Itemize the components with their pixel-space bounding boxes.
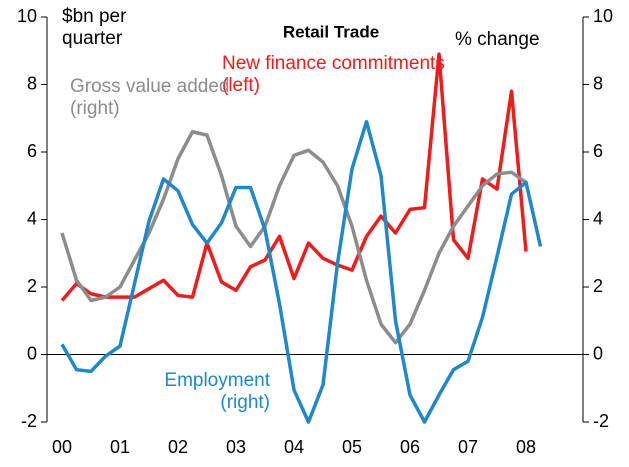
legend-label: New finance commitments (left) [222, 53, 445, 96]
y2-tick-label: 10 [593, 6, 613, 26]
y-tick-label: 10 [17, 6, 37, 26]
y2-axis-label: % change [455, 29, 540, 50]
x-tick-label: 00 [52, 437, 72, 457]
y2-tick-label: -2 [593, 411, 609, 431]
x-tick-label: 06 [400, 437, 420, 457]
y2-tick-label: 2 [593, 276, 603, 296]
x-tick-label: 04 [284, 437, 304, 457]
y2-tick-label: 8 [593, 73, 603, 93]
x-tick-label: 08 [516, 437, 536, 457]
y-tick-label: -2 [21, 411, 37, 431]
y-tick-label: 4 [27, 208, 37, 228]
x-tick-label: 07 [458, 437, 478, 457]
y2-tick-label: 6 [593, 141, 603, 161]
x-tick-label: 05 [342, 437, 362, 457]
y-tick-label: 8 [27, 73, 37, 93]
x-tick-label: 03 [226, 437, 246, 457]
chart-title: Retail Trade [283, 22, 379, 41]
y-tick-label: 6 [27, 141, 37, 161]
series-line [60, 130, 528, 345]
y-axis-label: $bn per quarter [62, 6, 127, 49]
series-line [60, 119, 543, 424]
y2-tick-label: 4 [593, 208, 603, 228]
legend-label: Employment (right) [164, 370, 270, 413]
y-tick-label: 0 [27, 343, 37, 363]
x-tick-label: 02 [168, 437, 188, 457]
y-tick-label: 2 [27, 276, 37, 296]
x-tick-label: 01 [110, 437, 130, 457]
y2-tick-label: 0 [593, 343, 603, 363]
series-line [60, 52, 528, 302]
legend-label: Gross value added (right) [70, 76, 230, 119]
